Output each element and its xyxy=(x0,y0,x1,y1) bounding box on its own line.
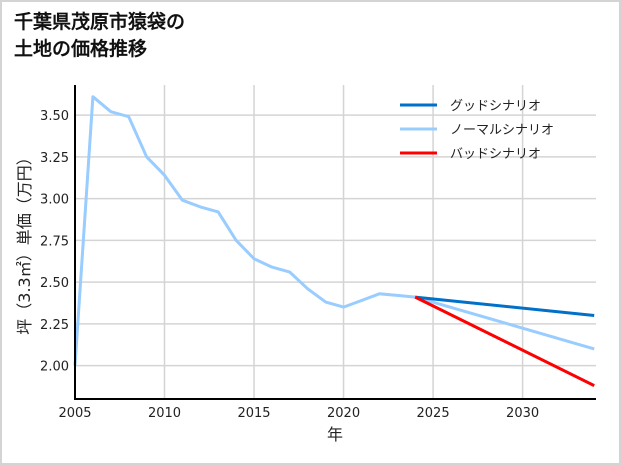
series-line-1 xyxy=(73,95,595,366)
x-tick-label: 2020 xyxy=(327,406,360,421)
y-tick-label: 2.50 xyxy=(40,276,69,291)
y-tick-label: 3.50 xyxy=(40,109,69,124)
series-line-2 xyxy=(414,295,595,387)
series-lines xyxy=(73,95,595,387)
x-tick-label: 2025 xyxy=(417,406,450,421)
legend-item-2: バッドシナリオ xyxy=(400,147,541,162)
chart-title: 千葉県茂原市猿袋の 土地の価格推移 xyxy=(14,11,186,60)
series-line-0 xyxy=(415,295,595,317)
y-tick-label: 3.00 xyxy=(40,193,69,208)
legend-label: グッドシナリオ xyxy=(450,99,541,114)
legend-item-1: ノーマルシナリオ xyxy=(400,123,554,138)
axes xyxy=(74,85,596,400)
y-tick-label: 2.25 xyxy=(40,318,69,333)
y-axis-ticks: 2.00 2.25 2.50 2.75 3.00 3.25 3.50 xyxy=(40,109,69,375)
legend-label: バッドシナリオ xyxy=(450,147,541,162)
legend-label: ノーマルシナリオ xyxy=(450,123,554,138)
grid-lines xyxy=(74,85,596,399)
x-tick-label: 2015 xyxy=(237,406,270,421)
y-axis-label: 坪（3.3㎡）単価（万円） xyxy=(15,149,34,334)
y-tick-label: 3.25 xyxy=(40,151,69,166)
x-tick-label: 2030 xyxy=(506,406,539,421)
legend-item-0: グッドシナリオ xyxy=(400,99,541,114)
x-tick-label: 2005 xyxy=(58,406,91,421)
y-tick-label: 2.00 xyxy=(40,360,69,375)
x-axis-ticks: 2005 2010 2015 2020 2025 2030 xyxy=(58,406,539,421)
x-axis-label: 年 xyxy=(327,425,343,444)
y-tick-label: 2.75 xyxy=(40,234,69,249)
x-tick-label: 2010 xyxy=(148,406,181,421)
